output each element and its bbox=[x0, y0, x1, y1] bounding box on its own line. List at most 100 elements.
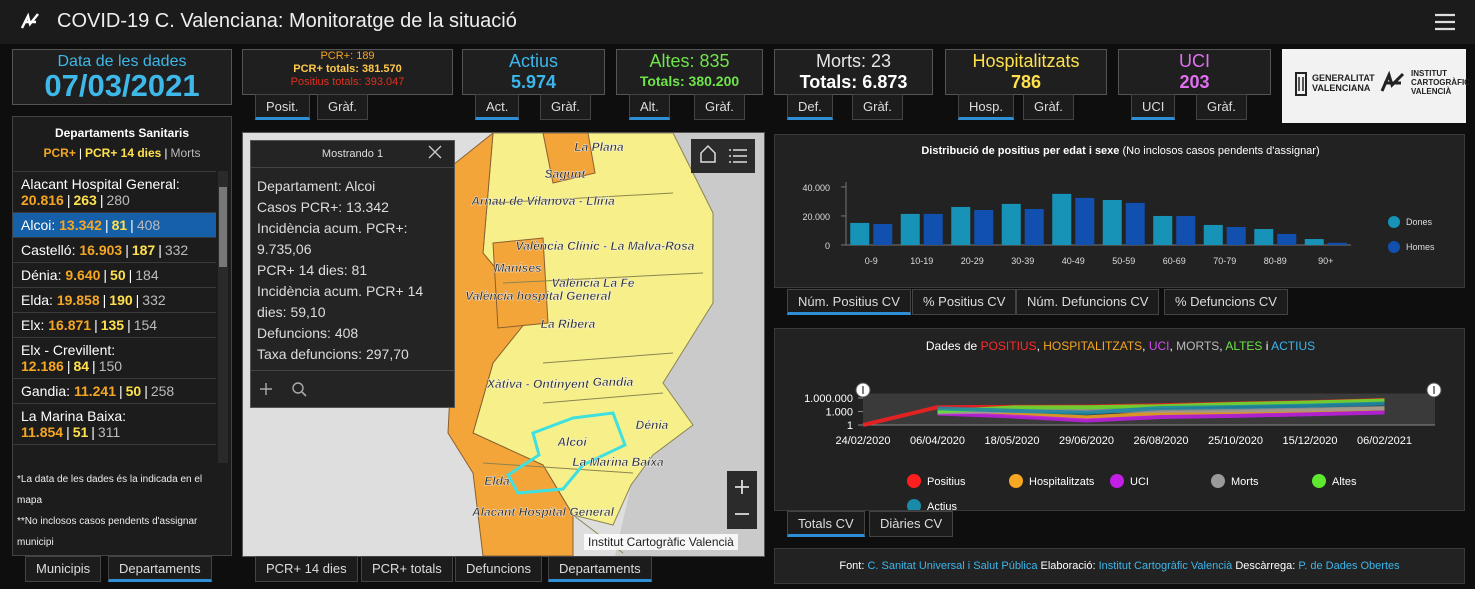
popup-line: Casos PCR+: 13.342 bbox=[257, 199, 389, 215]
tab[interactable]: UCI bbox=[1131, 94, 1176, 120]
popup-close[interactable] bbox=[428, 145, 442, 159]
tab[interactable]: % Defuncions CV bbox=[1164, 289, 1288, 315]
y-tick-label: 0 bbox=[825, 241, 830, 251]
footer-link[interactable]: C. Sanitat Universal i Salut Pública bbox=[867, 560, 1038, 572]
tab[interactable]: Gràf. bbox=[852, 94, 903, 120]
chart-subtitle: (No inclosos casos pendents d'assignar) bbox=[1122, 145, 1320, 157]
tab[interactable]: Act. bbox=[475, 94, 520, 120]
tab[interactable]: Def. bbox=[787, 94, 833, 120]
indicator-value: Totals: 6.873 bbox=[799, 72, 908, 92]
tab[interactable]: Totals CV bbox=[787, 511, 865, 537]
map-label: València La Fe bbox=[552, 276, 635, 290]
series-line bbox=[937, 401, 1385, 415]
department-pcr14: 81 bbox=[111, 217, 128, 233]
tab[interactable]: Departaments bbox=[548, 556, 652, 582]
menu-button[interactable] bbox=[1434, 12, 1456, 32]
tab[interactable]: Hosp. bbox=[958, 94, 1014, 120]
generalitat-logo: GENERALITAT VALENCIANA bbox=[1312, 73, 1375, 93]
x-tick-label: 10-19 bbox=[910, 256, 933, 266]
tab[interactable]: Gràf. bbox=[317, 94, 368, 120]
separator: | bbox=[99, 192, 104, 208]
tab[interactable]: Núm. Defuncions CV bbox=[1016, 289, 1160, 315]
separator: | bbox=[128, 267, 133, 283]
title-part: MORTS bbox=[1176, 339, 1220, 353]
legend-item: PCR+ 14 dies bbox=[84, 146, 162, 160]
legend-label: Positius bbox=[927, 476, 966, 488]
bar bbox=[923, 213, 943, 245]
bar bbox=[1226, 226, 1246, 245]
legend: PCR+ | PCR+ 14 dies | Morts bbox=[13, 146, 231, 160]
footer-link[interactable]: P. de Dades Obertes bbox=[1298, 560, 1400, 572]
department-row[interactable]: Gandia: 11.241 | 50 | 258 bbox=[13, 379, 216, 404]
department-morts: 154 bbox=[133, 317, 158, 333]
map-label: Arnau de Vilanova - Llíria bbox=[470, 194, 615, 208]
header-bar: COVID-19 C. Valenciana: Monitoratge de l… bbox=[0, 0, 1475, 44]
map[interactable]: La Plana Sagunt Arnau de Vilanova - Llíria… bbox=[242, 132, 765, 557]
title-part: Dades de bbox=[925, 339, 981, 353]
tab[interactable]: Núm. Positius CV bbox=[787, 289, 911, 315]
separator: | bbox=[66, 192, 71, 208]
tab[interactable]: Posit. bbox=[255, 94, 310, 120]
footer-link[interactable]: Institut Cartogràfic Valencià bbox=[1098, 560, 1233, 572]
legend-marker bbox=[907, 499, 921, 510]
department-row[interactable]: La Marina Baixa: 11.854 | 51 | 311 bbox=[13, 404, 216, 445]
bar bbox=[1052, 193, 1072, 245]
tab[interactable]: Alt. bbox=[629, 94, 670, 120]
indicator-label: Altes: 835 bbox=[649, 51, 730, 71]
tab[interactable]: PCR+ 14 dies bbox=[255, 556, 358, 582]
tab[interactable]: Gràf. bbox=[1023, 94, 1074, 120]
tab[interactable]: PCR+ totals bbox=[361, 556, 453, 582]
region-orange bbox=[492, 133, 596, 329]
region-borders bbox=[482, 192, 704, 554]
department-row[interactable]: Elx - Crevillent: 12.186 | 84 | 150 bbox=[13, 338, 216, 379]
x-tick-label: 0-9 bbox=[865, 256, 878, 266]
x-tick-label: 24/02/2020 bbox=[835, 435, 890, 447]
tab[interactable]: Gràf. bbox=[540, 94, 591, 120]
department-row[interactable]: Alacant Hospital General: 20.816 | 263 | 280 bbox=[13, 172, 216, 213]
separator: | bbox=[104, 217, 109, 233]
bar bbox=[1254, 229, 1274, 245]
title-part: , bbox=[1219, 339, 1226, 353]
bar bbox=[1304, 239, 1324, 245]
department-row[interactable]: Alcoi: 13.342 | 81 | 408 bbox=[13, 213, 216, 238]
bar bbox=[900, 213, 920, 245]
tab[interactable]: % Positius CV bbox=[912, 289, 1017, 315]
title-part: ALTES bbox=[1225, 339, 1263, 353]
indicator-label: Morts: 23 bbox=[815, 51, 892, 71]
separator: | bbox=[158, 242, 162, 258]
legend-marker bbox=[1211, 474, 1225, 488]
tab[interactable]: Gràf. bbox=[694, 94, 745, 120]
department-row[interactable]: Elx: 16.871 | 135 | 154 bbox=[13, 313, 216, 338]
department-row[interactable]: Castelló: 16.903 | 187 | 332 bbox=[13, 238, 216, 263]
note: **No inclosos casos pendents d'assignar … bbox=[17, 516, 198, 548]
popup-line: Defuncions: 408 bbox=[257, 325, 359, 341]
scrollbar bbox=[218, 171, 228, 463]
departments-panel: Departaments Sanitaris PCR+ | PCR+ 14 dies |… bbox=[12, 116, 232, 556]
separator: | bbox=[78, 146, 82, 160]
department-row[interactable]: Dénia: 9.640 | 50 | 184 bbox=[13, 263, 216, 288]
indicator-value: 203 bbox=[1179, 72, 1210, 92]
bar bbox=[1203, 224, 1223, 245]
map-label: La Ribera bbox=[541, 317, 596, 331]
department-pcr14: 50 bbox=[110, 267, 126, 283]
separator: | bbox=[125, 242, 129, 258]
legend-marker bbox=[1009, 474, 1023, 488]
y-tick-label: 1 bbox=[847, 420, 853, 432]
tab[interactable]: Defuncions bbox=[455, 556, 543, 582]
department-pcr14: 135 bbox=[100, 317, 125, 333]
separator: | bbox=[127, 317, 131, 333]
tab[interactable]: Diàries CV bbox=[869, 511, 954, 537]
department-pcr: 19.858 bbox=[56, 292, 100, 308]
department-pcr: 12.186 bbox=[21, 358, 64, 374]
tab[interactable]: Municipis bbox=[25, 556, 102, 582]
legend-item: PCR+ bbox=[43, 146, 76, 160]
tab[interactable]: Gràf. bbox=[1196, 94, 1247, 120]
tab[interactable]: Departaments bbox=[108, 556, 212, 582]
legend-item: Morts bbox=[170, 146, 201, 160]
department-row[interactable]: Elda: 19.858 | 190 | 332 bbox=[13, 288, 216, 313]
map-label: Xàtiva - Ontinyent bbox=[486, 377, 590, 391]
separator: | bbox=[91, 424, 95, 440]
separator: | bbox=[92, 358, 96, 374]
chart-title: Dades de POSITIUS, HOSPITALITZATS, UCI, … bbox=[775, 339, 1464, 353]
indicator-label: PCR+: 189 bbox=[320, 50, 375, 62]
